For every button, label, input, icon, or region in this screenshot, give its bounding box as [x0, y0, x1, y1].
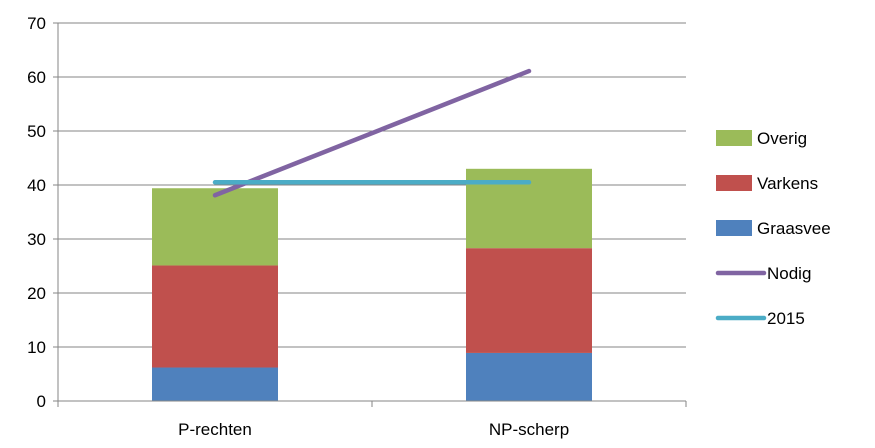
bar-graasvee-1	[466, 352, 592, 401]
bars	[152, 168, 592, 401]
y-tick-label: 60	[27, 68, 46, 87]
series-lines	[212, 68, 532, 198]
legend-label-nodig: Nodig	[767, 264, 811, 283]
bar-varkens-0	[152, 265, 278, 368]
legend-label-2015: 2015	[767, 309, 805, 328]
axes: 0 10 20 30 40 50 60 70 P-rechten NP-scherp	[27, 14, 687, 439]
line-series-nodig	[212, 68, 532, 198]
y-tick-label: 10	[27, 338, 46, 357]
y-tick-label: 70	[27, 14, 46, 33]
y-tick-label: 40	[27, 176, 46, 195]
y-tick-label: 30	[27, 230, 46, 249]
bar-varkens-1	[466, 248, 592, 353]
y-tick-label: 0	[37, 392, 46, 411]
legend-label-varkens: Varkens	[757, 174, 818, 193]
bar-graasvee-0	[152, 367, 278, 401]
legend-label-graasvee: Graasvee	[757, 219, 831, 238]
legend: Overig Varkens Graasvee Nodig 2015	[715, 129, 831, 328]
x-tick-label: P-rechten	[178, 420, 252, 439]
y-tick-label: 20	[27, 284, 46, 303]
legend-label-overig: Overig	[757, 129, 807, 148]
legend-swatch-varkens	[716, 175, 752, 191]
x-tick-label: NP-scherp	[489, 420, 569, 439]
legend-swatch-overig	[716, 130, 752, 146]
legend-swatch-graasvee	[716, 220, 752, 236]
y-tick-label: 50	[27, 122, 46, 141]
bar-overig-0	[152, 188, 278, 266]
